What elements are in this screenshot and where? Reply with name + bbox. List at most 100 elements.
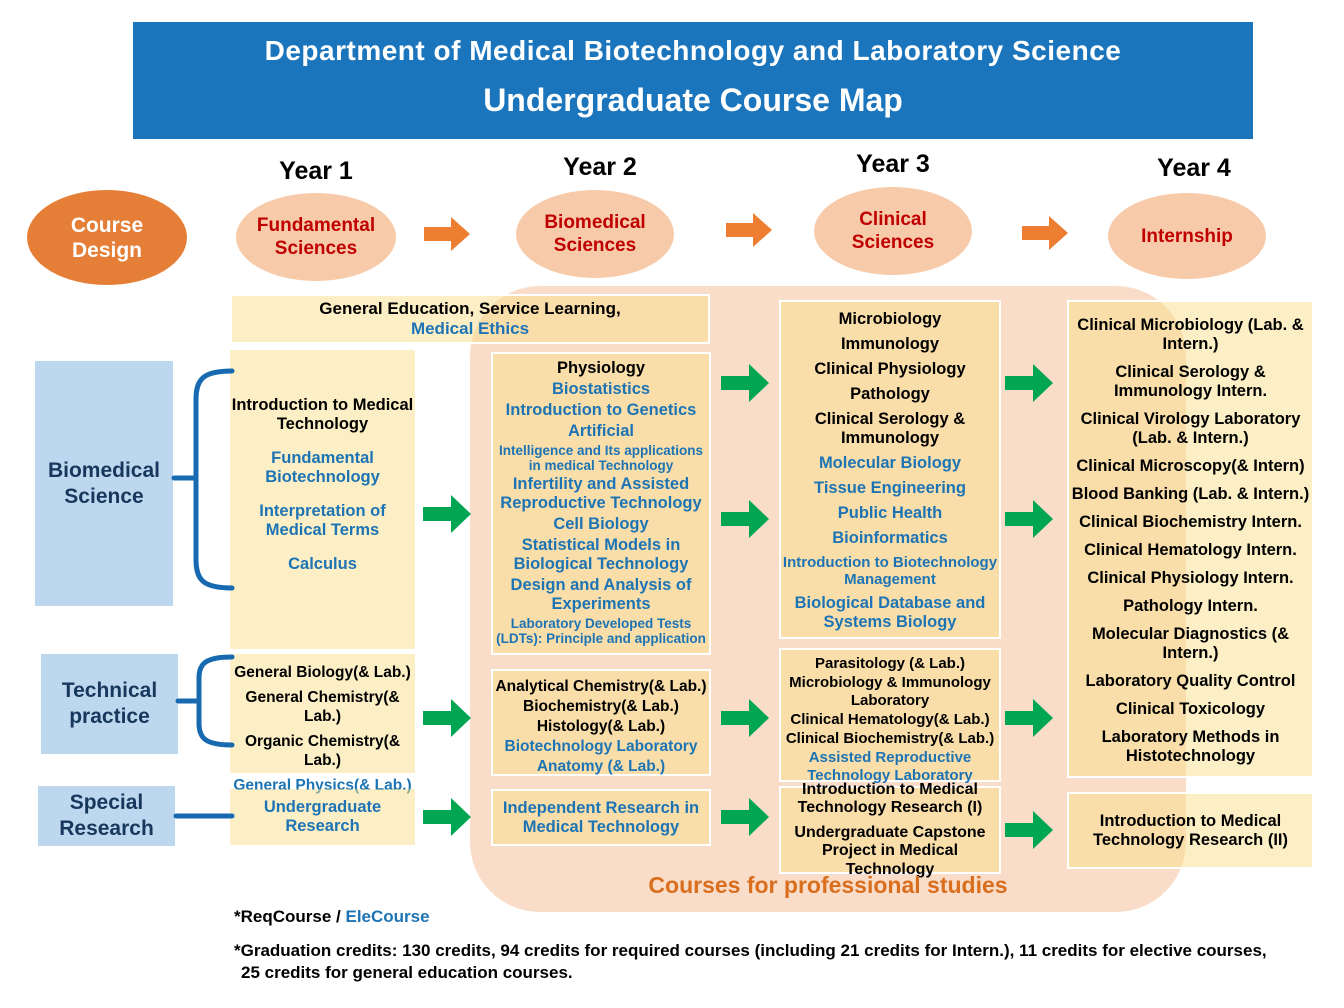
course-item: Public Health bbox=[837, 504, 943, 522]
course-item: Undergraduate Capstone Project in Medica… bbox=[794, 823, 986, 878]
year4-special-box: Introduction to Medical Technology Resea… bbox=[1067, 792, 1314, 869]
track-biomedical-science: Biomedical Science bbox=[35, 361, 173, 606]
stage-arrow-icon bbox=[726, 213, 772, 247]
course-item: Organic Chemistry(& Lab.) bbox=[244, 733, 401, 769]
year4-internship-box: Clinical Microbiology (Lab. & Intern.) Cl… bbox=[1067, 300, 1314, 778]
course-item: Laboratory Methods in Histotechnology bbox=[1101, 728, 1280, 765]
course-item: Introduction to Genetics bbox=[505, 401, 697, 419]
stage-label: Fundamental Sciences bbox=[256, 215, 376, 259]
year2-technical-box: Analytical Chemistry(& Lab.) Biochemistry… bbox=[491, 669, 711, 776]
course-item: Infertility and Assisted Reproductive Te… bbox=[500, 475, 702, 512]
course-item: Microbiology bbox=[838, 310, 942, 328]
course-item: Blood Banking (Lab. & Intern.) bbox=[1071, 485, 1310, 503]
year1-technical-box: General Biology(& Lab.) General Chemistry… bbox=[230, 654, 415, 794]
course-item: Clinical Biochemistry(& Lab.) bbox=[785, 730, 995, 747]
stage-clinical-ellipse: Clinical Sciences bbox=[814, 187, 972, 275]
course-item: Clinical Toxicology bbox=[1115, 700, 1266, 718]
required-course-label: *ReqCourse / bbox=[234, 907, 346, 926]
track-special-research: Special Research bbox=[38, 786, 175, 846]
course-item: Histology(& Lab.) bbox=[536, 718, 666, 735]
course-item: Clinical Serology & Immunology bbox=[814, 410, 966, 447]
course-item: Pathology bbox=[850, 385, 930, 403]
course-item: Laboratory Quality Control bbox=[1085, 672, 1296, 690]
flow-arrow-icon bbox=[721, 699, 769, 737]
flow-arrow-icon bbox=[423, 798, 471, 836]
credits-line2: 25 credits for general education courses… bbox=[241, 963, 573, 982]
course-item: Molecular Biology bbox=[818, 454, 962, 472]
flow-arrow-icon bbox=[423, 699, 471, 737]
flow-arrow-icon bbox=[721, 500, 769, 538]
course-item: Tissue Engineering bbox=[814, 479, 966, 497]
flow-arrow-icon bbox=[1005, 699, 1053, 737]
biomedical-bracket bbox=[171, 368, 235, 591]
legend-note: *ReqCourse / EleCourse bbox=[234, 907, 430, 927]
year2-special-box: Independent Research in Medical Technolo… bbox=[491, 789, 711, 846]
flow-arrow-icon bbox=[1005, 364, 1053, 402]
year-2-label: Year 2 bbox=[563, 153, 637, 181]
course-item: Interpretation of Medical Terms bbox=[259, 502, 386, 539]
course-item: Biochemistry(& Lab.) bbox=[523, 698, 679, 715]
course-item: Introduction to Medical Technology Resea… bbox=[797, 780, 983, 817]
course-item: Clinical Physiology bbox=[814, 360, 966, 378]
course-item: Clinical Microbiology (Lab. & Intern.) bbox=[1077, 316, 1304, 353]
year3-special-box: Introduction to Medical Technology Resea… bbox=[779, 781, 1001, 878]
course-item: Clinical Virology Laboratory (Lab. & Int… bbox=[1080, 410, 1301, 447]
course-item: Undergraduate Research bbox=[263, 798, 382, 835]
year3-technical-box: Parasitology (& Lab.) Microbiology & Immu… bbox=[779, 648, 1001, 784]
course-item: Anatomy (& Lab.) bbox=[536, 758, 666, 775]
graduation-credits-note: *Graduation credits: 130 credits, 94 cre… bbox=[234, 940, 1314, 984]
course-item: Biostatistics bbox=[551, 380, 651, 398]
course-item: Clinical Physiology Intern. bbox=[1087, 569, 1294, 587]
stage-fundamental-ellipse: Fundamental Sciences bbox=[236, 193, 396, 281]
header-banner: Department of Medical Biotechnology and … bbox=[133, 22, 1253, 139]
flow-arrow-icon bbox=[1005, 500, 1053, 538]
general-education-line2: Medical Ethics bbox=[410, 319, 530, 338]
general-education-box: General Education, Service Learning, Med… bbox=[230, 294, 710, 344]
professional-studies-caption: Courses for professional studies bbox=[648, 872, 1008, 898]
course-item: Pathology Intern. bbox=[1123, 597, 1258, 615]
course-item: Introduction to Medical Technology bbox=[231, 396, 414, 433]
course-design-ellipse: Course Design bbox=[27, 190, 187, 285]
general-education-line1: General Education, Service Learning, bbox=[319, 299, 621, 318]
stage-label: Clinical Sciences bbox=[851, 209, 935, 253]
technical-bracket bbox=[175, 654, 235, 748]
course-item: Biotechnology Laboratory bbox=[504, 738, 698, 755]
stage-arrow-icon bbox=[424, 217, 470, 251]
course-item: Biological Database and Systems Biology bbox=[794, 594, 986, 631]
year-3-label: Year 3 bbox=[856, 150, 930, 178]
course-item: Introduction to Biotechnology Management bbox=[782, 554, 998, 588]
course-item: Bioinformatics bbox=[832, 529, 948, 547]
course-item: Cell Biology bbox=[553, 515, 649, 533]
stage-biomedical-ellipse: Biomedical Sciences bbox=[516, 190, 674, 278]
year-1-label: Year 1 bbox=[279, 157, 353, 185]
stage-label: Internship bbox=[1141, 225, 1233, 247]
flow-arrow-icon bbox=[423, 495, 471, 533]
course-item: Fundamental Biotechnology bbox=[265, 449, 380, 486]
course-item: General Chemistry(& Lab.) bbox=[245, 689, 400, 725]
department-title: Department of Medical Biotechnology and … bbox=[264, 35, 1122, 66]
year3-biomedical-box: Microbiology Immunology Clinical Physiolog… bbox=[779, 300, 1001, 639]
course-item: Analytical Chemistry(& Lab.) bbox=[495, 678, 707, 695]
elective-course-label: EleCourse bbox=[345, 907, 430, 926]
course-item: Parasitology (& Lab.) bbox=[814, 655, 966, 672]
course-item: Design and Analysis of Experiments bbox=[510, 576, 692, 613]
flow-arrow-icon bbox=[1005, 811, 1053, 849]
year2-biomedical-box: Physiology Biostatistics Introduction to G… bbox=[491, 352, 711, 655]
course-item: Immunology bbox=[840, 335, 940, 353]
course-item: Molecular Diagnostics (& Intern.) bbox=[1091, 625, 1290, 662]
track-label: Biomedical Science bbox=[47, 458, 161, 508]
year1-biomedical-box: Introduction to Medical Technology Fundam… bbox=[230, 350, 415, 649]
course-item: Laboratory Developed Tests (LDTs): Princ… bbox=[496, 616, 706, 646]
course-item: Assisted Reproductive Technology Laborat… bbox=[807, 749, 973, 784]
track-label: Special Research bbox=[59, 791, 154, 840]
stage-internship-ellipse: Internship bbox=[1108, 193, 1266, 279]
credits-line1: *Graduation credits: 130 credits, 94 cre… bbox=[234, 941, 1267, 960]
flow-arrow-icon bbox=[721, 364, 769, 402]
course-item: Intelligence and Its applications in med… bbox=[498, 443, 704, 473]
year1-special-box: Undergraduate Research bbox=[230, 789, 415, 845]
year-4-label: Year 4 bbox=[1157, 154, 1231, 182]
flow-arrow-icon bbox=[721, 798, 769, 836]
course-item: Independent Research in Medical Technolo… bbox=[502, 798, 700, 836]
course-item: Clinical Biochemistry Intern. bbox=[1079, 513, 1302, 531]
course-item: Introduction to Medical Technology Resea… bbox=[1093, 811, 1288, 849]
